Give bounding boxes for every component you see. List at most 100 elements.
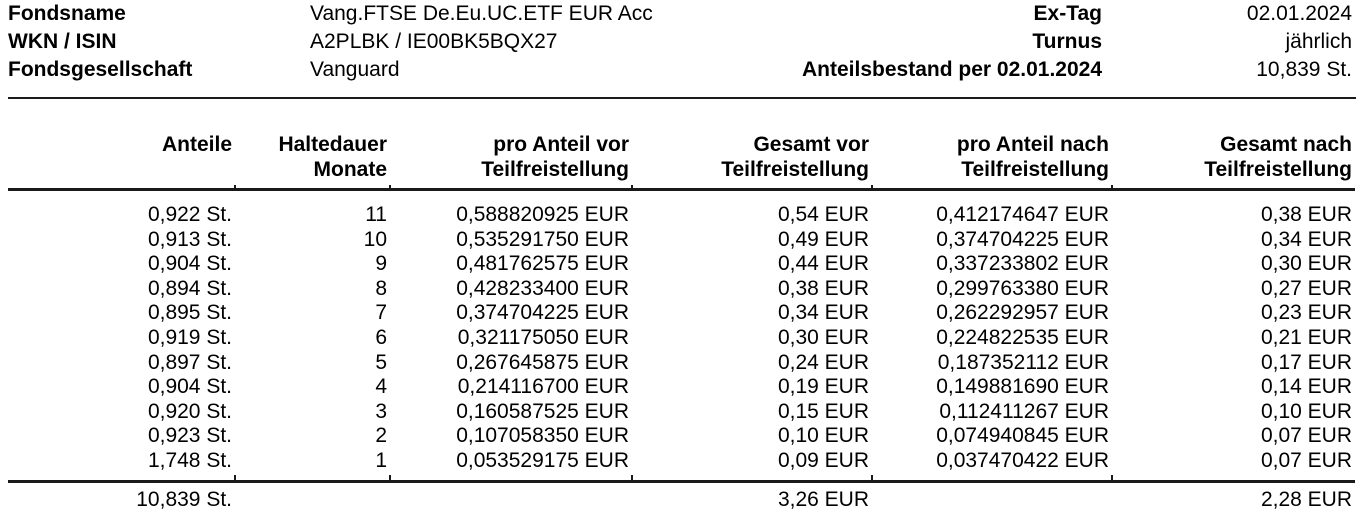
header-divider-rule (8, 97, 1356, 99)
cell-haltedauer: 1 (375, 448, 387, 472)
cell-pro-anteil-nach: 0,412174647 EUR (936, 203, 1109, 226)
col-header-line: Teilfreistellung (961, 158, 1109, 181)
cell-pro-anteil-vor: 0,321175050 EUR (457, 325, 629, 349)
cell-pro-anteil-vor: 0,053529175 EUR (456, 448, 629, 472)
cell-haltedauer: 4 (375, 375, 387, 399)
col-header-line: Teilfreistellung (721, 158, 869, 181)
table-row: 0,920 St. 3 0,160587525 EUR 0,15 EUR 0,11241… (8, 400, 1355, 425)
column-divider-tick (234, 475, 236, 481)
col-header-line: Gesamt vor (753, 133, 869, 156)
cell-pro-anteil-nach: 0,149881690 EUR (936, 375, 1109, 399)
cell-gesamt-vor: 0,24 EUR (777, 350, 869, 374)
cell-anteile: 0,904 St. (147, 252, 232, 276)
table-row: 0,919 St. 6 0,321175050 EUR 0,30 EUR 0,22482… (8, 326, 1355, 351)
cell-pro-anteil-vor: 0,481762575 EUR (456, 252, 629, 276)
table-row: 0,894 St. 8 0,428233400 EUR 0,38 EUR 0,29976… (8, 277, 1355, 302)
cell-gesamt-vor: 0,38 EUR (777, 276, 869, 300)
col-header-haltedauer-monate: Haltedauer Monate (235, 99, 390, 191)
cell-gesamt-nach: 0,07 EUR (1260, 448, 1352, 472)
vorabpauschale-table: Anteile Haltedauer Monate pro Anteil vor… (8, 99, 1355, 510)
wkn-isin-label: WKN / ISIN (8, 30, 117, 53)
cell-pro-anteil-nach: 0,224822535 EUR (936, 325, 1109, 349)
cell-pro-anteil-vor: 0,160587525 EUR (456, 399, 629, 423)
col-header-line: Haltedauer (278, 133, 387, 156)
cell-anteile: 0,904 St. (147, 375, 232, 399)
col-header-line: pro Anteil nach (956, 133, 1109, 156)
table-row: 0,904 St. 4 0,214116700 EUR 0,19 EUR 0,14988… (8, 375, 1355, 400)
cell-pro-anteil-nach: 0,074940845 EUR (936, 424, 1109, 448)
column-divider-tick (1111, 475, 1113, 481)
fondsname-value: Vang.FTSE De.Eu.UC.ETF EUR Acc (310, 2, 653, 25)
total-empty-cell (235, 479, 390, 510)
cell-anteile: 0,920 St. (147, 399, 232, 423)
cell-pro-anteil-nach: 0,262292957 EUR (936, 301, 1109, 325)
cell-gesamt-vor: 0,09 EUR (777, 448, 869, 472)
fondsgesellschaft-label: Fondsgesellschaft (8, 58, 193, 81)
table-row: 0,897 St. 5 0,267645875 EUR 0,24 EUR 0,18735… (8, 351, 1355, 376)
turnus-value: jährlich (1285, 30, 1352, 53)
column-divider-tick (1111, 185, 1113, 191)
cell-anteile: 1,748 St. (147, 448, 232, 472)
cell-gesamt-nach: 0,07 EUR (1260, 424, 1352, 448)
cell-anteile: 0,897 St. (147, 350, 232, 374)
col-header-pro-anteil-nach: pro Anteil nach Teilfreistellung (872, 99, 1112, 191)
cell-gesamt-vor: 0,30 EUR (777, 325, 869, 349)
column-divider-tick (389, 185, 391, 191)
table-row: 0,923 St. 2 0,107058350 EUR 0,10 EUR 0,07494… (8, 424, 1355, 449)
table-row: 0,913 St. 10 0,535291750 EUR 0,49 EUR 0,3747… (8, 228, 1355, 253)
cell-gesamt-nach: 0,21 EUR (1260, 325, 1352, 349)
cell-gesamt-nach: 0,30 EUR (1260, 252, 1352, 276)
holdings-table-wrap: Anteile Haltedauer Monate pro Anteil vor… (8, 99, 1355, 510)
cell-haltedauer: 3 (375, 399, 387, 423)
cell-gesamt-vor: 0,15 EUR (777, 399, 869, 423)
column-divider-tick (389, 475, 391, 481)
table-row: 0,895 St. 7 0,374704225 EUR 0,34 EUR 0,26229… (8, 301, 1355, 326)
cell-anteile: 0,894 St. (147, 276, 232, 300)
cell-pro-anteil-vor: 0,428233400 EUR (456, 276, 629, 300)
cell-gesamt-nach: 0,14 EUR (1260, 375, 1352, 399)
column-divider-tick (631, 185, 633, 191)
cell-haltedauer: 2 (375, 424, 387, 448)
table-row: 1,748 St. 1 0,053529175 EUR 0,09 EUR 0,03747… (8, 449, 1355, 481)
col-header-line: Teilfreistellung (1204, 158, 1352, 181)
cell-haltedauer: 7 (375, 301, 387, 325)
col-header-gesamt-vor: Gesamt vor Teilfreistellung (632, 99, 872, 191)
cell-pro-anteil-nach: 0,112411267 EUR (939, 399, 1109, 423)
cell-pro-anteil-nach: 0,037470422 EUR (936, 448, 1109, 472)
cell-pro-anteil-vor: 0,374704225 EUR (456, 301, 629, 325)
cell-pro-anteil-vor: 0,214116700 EUR (457, 375, 629, 399)
col-header-pro-anteil-vor: pro Anteil vor Teilfreistellung (390, 99, 632, 191)
column-divider-tick (871, 475, 873, 481)
ex-tag-value: 02.01.2024 (1246, 2, 1352, 25)
total-gesamt-vor: 3,26 EUR (632, 479, 872, 510)
column-divider-tick (631, 475, 633, 481)
fund-info-header: Fondsname Vang.FTSE De.Eu.UC.ETF EUR Acc… (0, 0, 1363, 84)
fondsgesellschaft-value: Vanguard (310, 58, 400, 81)
cell-haltedauer: 11 (365, 203, 387, 226)
cell-gesamt-vor: 0,34 EUR (777, 301, 869, 325)
table-totals-row: 10,839 St. 3,26 EUR 2,28 EUR (8, 479, 1355, 510)
column-divider-tick (234, 185, 236, 191)
ex-tag-label: Ex-Tag (1033, 2, 1102, 25)
cell-gesamt-nach: 0,23 EUR (1260, 301, 1352, 325)
cell-gesamt-nach: 0,10 EUR (1260, 399, 1352, 423)
cell-gesamt-vor: 0,44 EUR (777, 252, 869, 276)
cell-gesamt-vor: 0,19 EUR (777, 375, 869, 399)
col-header-line: Anteile (161, 133, 232, 156)
cell-pro-anteil-nach: 0,187352112 EUR (937, 350, 1109, 374)
cell-pro-anteil-vor: 0,267645875 EUR (456, 350, 629, 374)
cell-pro-anteil-nach: 0,374704225 EUR (936, 227, 1109, 251)
table-row: 0,904 St. 9 0,481762575 EUR 0,44 EUR 0,33723… (8, 252, 1355, 277)
cell-gesamt-vor: 0,54 EUR (777, 203, 869, 226)
cell-gesamt-nach: 0,17 EUR (1260, 350, 1352, 374)
cell-pro-anteil-nach: 0,337233802 EUR (936, 252, 1109, 276)
anteilsbestand-label: Anteilsbestand per 02.01.2024 (802, 58, 1102, 81)
col-header-line: Monate (313, 158, 388, 181)
cell-gesamt-vor: 0,49 EUR (777, 227, 869, 251)
total-gesamt-nach: 2,28 EUR (1112, 479, 1355, 510)
cell-gesamt-vor: 0,10 EUR (777, 424, 869, 448)
fondsname-label: Fondsname (8, 2, 126, 25)
cell-anteile: 0,922 St. (147, 203, 232, 226)
table-header-row: Anteile Haltedauer Monate pro Anteil vor… (8, 99, 1355, 191)
